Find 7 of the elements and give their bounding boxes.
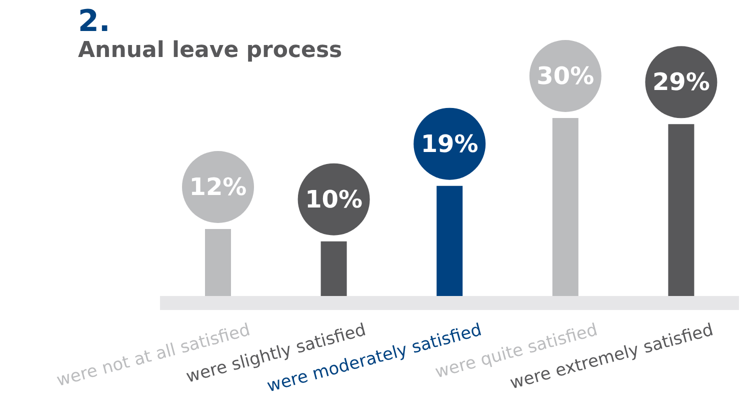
chart-title: Annual leave process [78,38,342,63]
data-label: 29% [652,68,710,96]
data-label: 19% [420,130,478,158]
data-label: 10% [305,185,363,214]
data-label: 12% [189,173,247,201]
text: 2. [78,4,110,39]
data-label: 30% [536,62,594,90]
